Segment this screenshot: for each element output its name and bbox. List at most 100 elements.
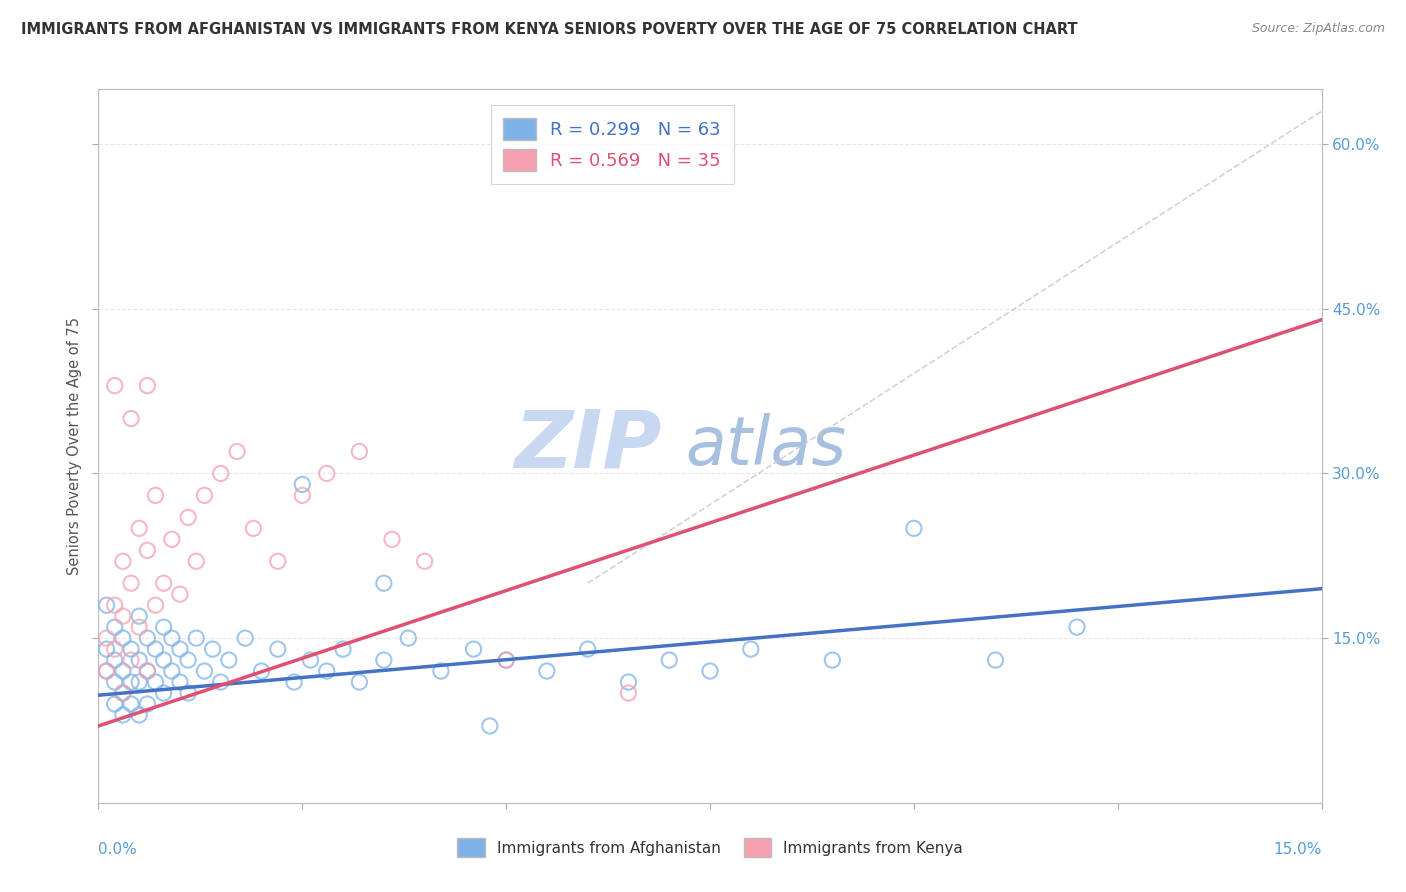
Point [104,675,127,690]
Point [104,653,127,667]
Point [740,642,762,657]
Y-axis label: Seniors Poverty Over the Age of 75: Seniors Poverty Over the Age of 75 [66,317,82,575]
Point [299,653,322,667]
Point [160,533,183,547]
Point [186,554,208,568]
Point [658,653,681,667]
Point [209,467,232,481]
Point [104,697,127,711]
Point [242,521,264,535]
Point [128,708,150,723]
Point [396,631,419,645]
Text: IMMIGRANTS FROM AFGHANISTAN VS IMMIGRANTS FROM KENYA SENIORS POVERTY OVER THE AG: IMMIGRANTS FROM AFGHANISTAN VS IMMIGRANT… [21,22,1078,37]
Text: 15.0%: 15.0% [1274,842,1322,857]
Point [495,653,517,667]
Point [111,686,134,700]
Point [136,631,159,645]
Point [128,609,150,624]
Point [169,587,191,601]
Legend: Immigrants from Afghanistan, Immigrants from Kenya: Immigrants from Afghanistan, Immigrants … [451,832,969,863]
Point [617,675,640,690]
Point [96,598,118,612]
Text: Source: ZipAtlas.com: Source: ZipAtlas.com [1251,22,1385,36]
Point [136,664,159,678]
Point [332,642,354,657]
Point [128,653,150,667]
Point [169,642,191,657]
Text: 0.0%: 0.0% [98,842,138,857]
Point [145,598,167,612]
Point [536,664,558,678]
Point [136,664,159,678]
Point [169,675,191,690]
Point [96,664,118,678]
Point [120,675,142,690]
Point [111,609,134,624]
Point [478,719,501,733]
Point [315,467,337,481]
Point [152,686,174,700]
Point [291,477,314,491]
Point [96,642,118,657]
Point [120,411,142,425]
Point [373,653,395,667]
Point [699,664,721,678]
Point [152,620,174,634]
Point [177,653,200,667]
Point [120,653,142,667]
Point [218,653,240,667]
Point [495,653,517,667]
Point [250,664,273,678]
Point [128,675,150,690]
Point [349,675,371,690]
Text: atlas: atlas [686,413,846,479]
Point [120,642,142,657]
Point [193,488,215,502]
Point [111,631,134,645]
Point [430,664,453,678]
Point [617,686,640,700]
Point [136,378,159,392]
Point [201,642,224,657]
Point [186,631,208,645]
Point [291,488,314,502]
Point [145,675,167,690]
Point [193,664,215,678]
Point [413,554,436,568]
Point [104,620,127,634]
Point [1066,620,1088,634]
Point [128,521,150,535]
Point [152,653,174,667]
Point [104,642,127,657]
Point [145,642,167,657]
Point [128,620,150,634]
Point [177,686,200,700]
Point [160,664,183,678]
Point [120,697,142,711]
Point [145,488,167,502]
Point [576,642,599,657]
Point [111,686,134,700]
Point [160,631,183,645]
Point [111,664,134,678]
Point [96,631,118,645]
Point [136,543,159,558]
Point [315,664,337,678]
Point [104,378,127,392]
Point [903,521,925,535]
Point [349,444,371,458]
Point [177,510,200,524]
Point [821,653,844,667]
Point [136,697,159,711]
Point [463,642,485,657]
Point [233,631,256,645]
Point [267,554,290,568]
Point [111,554,134,568]
Point [226,444,249,458]
Point [111,708,134,723]
Point [120,576,142,591]
Point [373,576,395,591]
Point [209,675,232,690]
Point [96,664,118,678]
Text: ZIP: ZIP [513,407,661,485]
